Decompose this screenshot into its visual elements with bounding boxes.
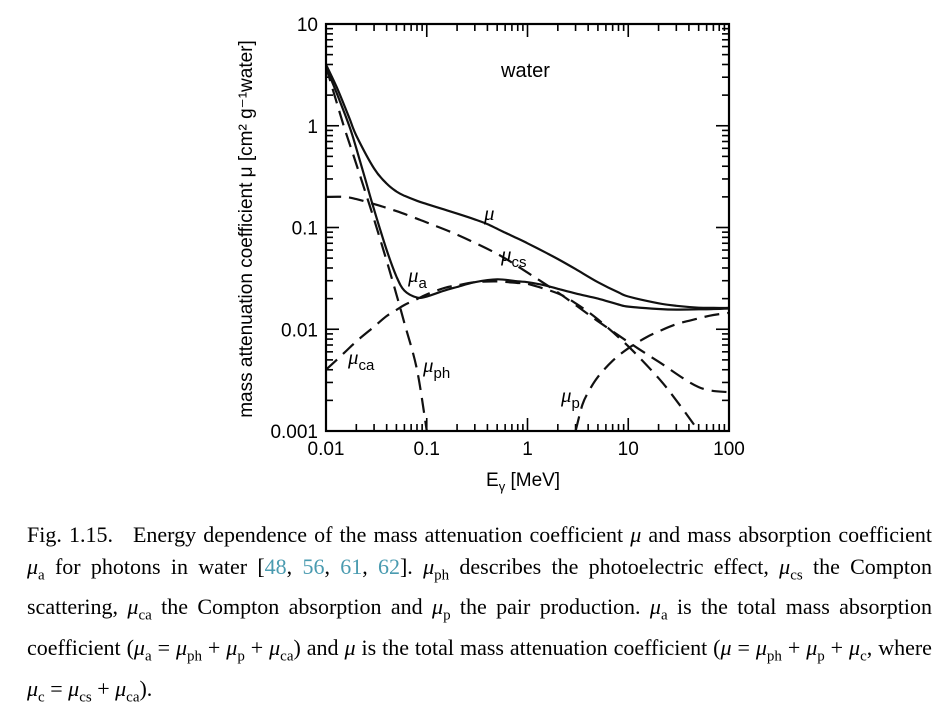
math-symbol: μ — [720, 635, 732, 661]
x-tick-label: 10 — [618, 439, 639, 460]
series-labels: μ μa μcs μph μca μp — [347, 201, 580, 412]
series-line-μph — [324, 66, 428, 432]
math-symbol: μp — [226, 635, 245, 665]
series-label-μp: μp — [560, 383, 580, 412]
math-symbol: μph — [175, 635, 202, 665]
y-tick-label: 1 — [307, 117, 318, 138]
series-line-μcs — [325, 195, 730, 394]
caption-lead: Fig. 1.15. — [27, 522, 113, 547]
x-tick-label: 100 — [713, 439, 745, 460]
y-tick-label: 0.001 — [270, 422, 318, 443]
citation-link[interactable]: 48 — [264, 553, 287, 579]
math-symbol: μa — [27, 553, 45, 583]
axis-ticks — [325, 24, 729, 432]
series-label-μph: μph — [422, 353, 450, 382]
caption-body: Energy dependence of the mass attenuatio… — [27, 522, 933, 706]
plot-frame — [324, 22, 731, 433]
x-tick-label: 0.1 — [414, 439, 440, 460]
x-axis-title-symbol: E — [486, 470, 499, 491]
y-tick-label: 0.01 — [281, 320, 318, 341]
y-tick-label: 0.1 — [292, 219, 318, 240]
math-symbol: μa — [133, 635, 152, 665]
series-label-μa: μa — [407, 263, 428, 292]
series-line-μa — [324, 66, 730, 311]
series-label-μ: μ — [483, 201, 495, 225]
chart-title: water — [500, 60, 550, 82]
math-symbol: μca — [127, 594, 152, 624]
x-tick-label: 0.01 — [308, 439, 345, 460]
x-axis-title: Eγ [MeV] — [486, 470, 560, 494]
math-symbol: μcs — [68, 676, 92, 706]
math-symbol: μcs — [779, 553, 803, 583]
series-line-μca — [325, 280, 700, 432]
math-symbol: μ — [344, 635, 356, 661]
math-symbol: μca — [115, 676, 140, 706]
math-symbol: μp — [432, 594, 451, 624]
x-tick-label: 1 — [522, 439, 533, 460]
series-label-μcs: μcs — [500, 242, 527, 271]
citation-link[interactable]: 61 — [340, 553, 363, 579]
series-line-μp — [574, 311, 730, 432]
citation-link[interactable]: 56 — [302, 553, 325, 579]
y-axis-title: mass attenuation coefficient μ [cm² g⁻¹w… — [236, 40, 257, 418]
curves — [324, 64, 730, 432]
y-tick-label: 10 — [297, 15, 318, 36]
series-label-μca: μca — [347, 345, 375, 374]
math-symbol: μca — [269, 635, 294, 665]
math-symbol: μph — [755, 635, 782, 665]
x-axis-title-unit: [MeV] — [505, 470, 560, 491]
x-axis-title-subscript: γ — [499, 479, 506, 494]
math-symbol: μp — [806, 635, 825, 665]
math-symbol: μph — [423, 553, 450, 583]
figure-caption: Fig. 1.15. Energy dependence of the mass … — [27, 519, 932, 714]
series-line-μ — [325, 64, 730, 310]
math-symbol: μc — [27, 676, 45, 706]
math-symbol: μc — [849, 635, 867, 665]
math-symbol: μ — [630, 522, 642, 547]
citation-link[interactable]: 62 — [377, 553, 400, 579]
math-symbol: μa — [649, 594, 668, 624]
